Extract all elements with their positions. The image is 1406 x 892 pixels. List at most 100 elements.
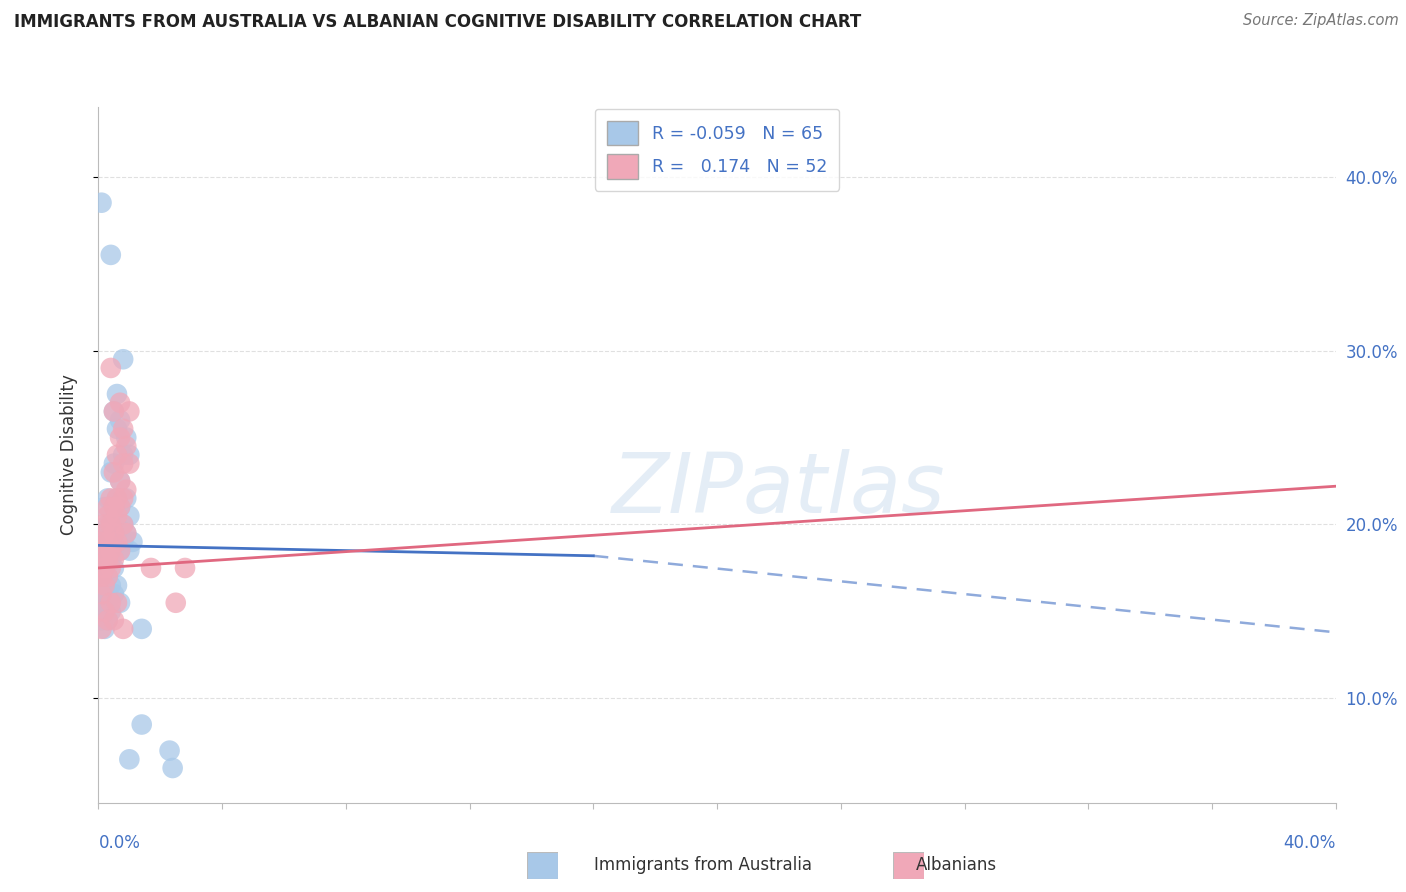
Point: [139, 561, 162, 575]
Point: [108, 543, 131, 558]
Point: [93, 596, 115, 610]
Text: ZIPatlas: ZIPatlas: [612, 450, 946, 530]
Point: [103, 534, 125, 549]
Point: [93, 500, 115, 514]
Point: [93, 578, 115, 592]
Point: [103, 500, 125, 514]
Point: [93, 578, 115, 592]
Point: [93, 526, 115, 541]
Point: [112, 352, 135, 367]
Point: [165, 596, 187, 610]
Point: [118, 543, 141, 558]
Point: [112, 517, 135, 532]
Point: [93, 605, 115, 619]
Point: [112, 422, 135, 436]
Text: Albanians: Albanians: [915, 856, 997, 874]
Point: [105, 534, 128, 549]
Text: Source: ZipAtlas.com: Source: ZipAtlas.com: [1243, 13, 1399, 29]
Point: [112, 448, 135, 462]
Point: [93, 605, 115, 619]
Point: [108, 596, 131, 610]
Text: 0.0%: 0.0%: [98, 834, 141, 852]
Point: [100, 578, 122, 592]
Point: [108, 500, 131, 514]
Point: [97, 508, 120, 523]
Point: [100, 526, 122, 541]
Point: [159, 744, 181, 758]
Point: [97, 570, 120, 584]
Point: [97, 613, 120, 627]
Point: [118, 457, 141, 471]
Point: [103, 404, 125, 418]
Point: [131, 622, 153, 636]
Point: [118, 448, 141, 462]
Point: [97, 517, 120, 532]
Point: [105, 596, 128, 610]
Point: [97, 613, 120, 627]
Point: [103, 561, 125, 575]
Point: [97, 587, 120, 601]
Point: [103, 613, 125, 627]
Point: [90, 578, 112, 592]
Point: [97, 500, 120, 514]
Point: [108, 543, 131, 558]
Point: [108, 474, 131, 488]
Point: [105, 491, 128, 506]
Point: [97, 491, 120, 506]
Point: [97, 570, 120, 584]
Point: [162, 761, 184, 775]
Point: [105, 517, 128, 532]
Point: [90, 552, 112, 566]
Point: [100, 491, 122, 506]
Text: Immigrants from Australia: Immigrants from Australia: [593, 856, 813, 874]
Point: [93, 526, 115, 541]
Point: [100, 596, 122, 610]
Point: [93, 561, 115, 575]
Point: [121, 534, 143, 549]
Point: [112, 534, 135, 549]
Point: [103, 526, 125, 541]
Point: [103, 587, 125, 601]
Point: [112, 622, 135, 636]
Point: [103, 466, 125, 480]
Point: [100, 605, 122, 619]
Point: [90, 587, 112, 601]
Point: [90, 534, 112, 549]
Point: [118, 752, 141, 766]
Point: [100, 543, 122, 558]
Point: [112, 491, 135, 506]
Point: [118, 508, 141, 523]
Point: [112, 457, 135, 471]
Point: [115, 483, 138, 497]
Point: [93, 517, 115, 532]
Text: 40.0%: 40.0%: [1284, 834, 1336, 852]
Point: [97, 596, 120, 610]
Point: [105, 508, 128, 523]
Point: [90, 587, 112, 601]
Point: [90, 552, 112, 566]
Point: [90, 622, 112, 636]
Point: [103, 500, 125, 514]
Point: [131, 717, 153, 731]
Point: [105, 422, 128, 436]
Point: [90, 613, 112, 627]
Point: [93, 552, 115, 566]
Point: [90, 596, 112, 610]
Point: [105, 491, 128, 506]
Point: [93, 622, 115, 636]
Point: [97, 534, 120, 549]
Point: [90, 543, 112, 558]
Point: [105, 578, 128, 592]
Point: [115, 430, 138, 444]
Point: [100, 248, 122, 262]
Point: [108, 474, 131, 488]
Point: [103, 552, 125, 566]
Point: [174, 561, 197, 575]
Point: [93, 561, 115, 575]
Point: [100, 517, 122, 532]
Point: [97, 543, 120, 558]
Legend: R = -0.059   N = 65, R =   0.174   N = 52: R = -0.059 N = 65, R = 0.174 N = 52: [595, 109, 839, 191]
Point: [118, 404, 141, 418]
Point: [108, 413, 131, 427]
Point: [103, 404, 125, 418]
